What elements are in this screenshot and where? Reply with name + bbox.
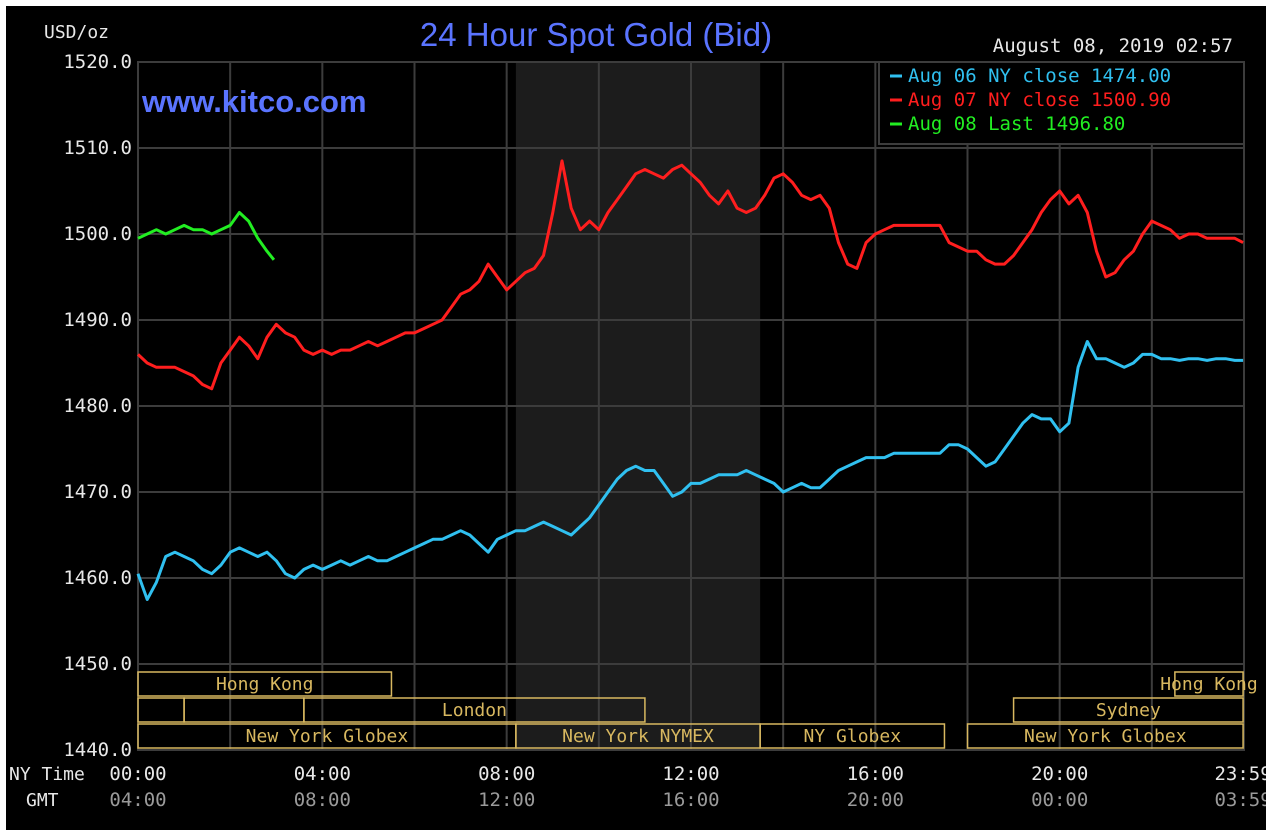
session-label: Hong Kong bbox=[216, 674, 314, 695]
session-box bbox=[303, 697, 646, 723]
x-tick-label-ny: 20:00 bbox=[1031, 763, 1088, 785]
gold-price-chart: Hong Kong London New York Globex New York N… bbox=[6, 6, 1266, 830]
session-label: New York NYMEX bbox=[562, 726, 714, 747]
session-label: Sydney bbox=[1096, 700, 1161, 721]
timestamp-text: August 08, 2019 02:57 bbox=[993, 35, 1233, 57]
x-tick-label-ny: 16:00 bbox=[847, 763, 904, 785]
x-tick-label-ny: 08:00 bbox=[478, 763, 535, 785]
session-box bbox=[1174, 671, 1244, 697]
price-line-series-2 bbox=[136, 159, 1244, 391]
price-line-series-3 bbox=[137, 211, 276, 261]
session-box bbox=[966, 723, 1244, 749]
ny-time-row-label: NY Time bbox=[9, 764, 85, 785]
y-tick-label: 1470.0 bbox=[63, 481, 132, 503]
y-tick-label: 1520.0 bbox=[63, 51, 132, 73]
y-tick-label: 1450.0 bbox=[63, 653, 132, 675]
legend-entry: Aug 08 Last 1496.80 bbox=[908, 113, 1125, 135]
x-tick-label-gmt: 04:00 bbox=[109, 789, 166, 811]
legend-entry: Aug 06 NY close 1474.00 bbox=[908, 65, 1171, 87]
x-tick-label-ny: 12:00 bbox=[662, 763, 719, 785]
y-tick-label: 1480.0 bbox=[63, 395, 132, 417]
session-box bbox=[1012, 697, 1244, 723]
y-axis-unit-label: USD/oz bbox=[44, 22, 109, 43]
price-line-series-1 bbox=[136, 340, 1244, 601]
y-tick-label: 1510.0 bbox=[63, 137, 132, 159]
session-box bbox=[137, 671, 393, 697]
plot-border bbox=[137, 61, 1245, 751]
x-tick-label-gmt: 12:00 bbox=[478, 789, 535, 811]
x-tick-label-gmt: 16:00 bbox=[662, 789, 719, 811]
x-tick-label-ny: 23:59 bbox=[1214, 763, 1266, 785]
y-tick-label: 1440.0 bbox=[63, 739, 132, 761]
session-label: Hong Kong bbox=[1160, 674, 1258, 695]
x-tick-label-ny: 00:00 bbox=[109, 763, 166, 785]
x-tick-label-ny: 04:00 bbox=[294, 763, 351, 785]
legend-entry: Aug 07 NY close 1500.90 bbox=[908, 89, 1171, 111]
session-box bbox=[759, 723, 946, 749]
x-tick-label-gmt: 08:00 bbox=[294, 789, 351, 811]
x-tick-label-gmt: 00:00 bbox=[1031, 789, 1088, 811]
y-tick-label: 1490.0 bbox=[63, 309, 132, 331]
watermark-text: www.kitco.com bbox=[141, 84, 367, 119]
session-label: New York Globex bbox=[246, 726, 409, 747]
y-tick-label: 1460.0 bbox=[63, 567, 132, 589]
session-label: NY Globex bbox=[804, 726, 902, 747]
x-tick-label-gmt: 20:00 bbox=[847, 789, 904, 811]
legend-box bbox=[878, 61, 1245, 145]
x-tick-label-gmt: 03:59 bbox=[1214, 789, 1266, 811]
gmt-row-label: GMT bbox=[26, 790, 59, 811]
session-label: New York Globex bbox=[1024, 726, 1187, 747]
chart-title: 24 Hour Spot Gold (Bid) bbox=[420, 16, 772, 53]
y-tick-label: 1500.0 bbox=[63, 223, 132, 245]
session-label: London bbox=[442, 700, 507, 721]
